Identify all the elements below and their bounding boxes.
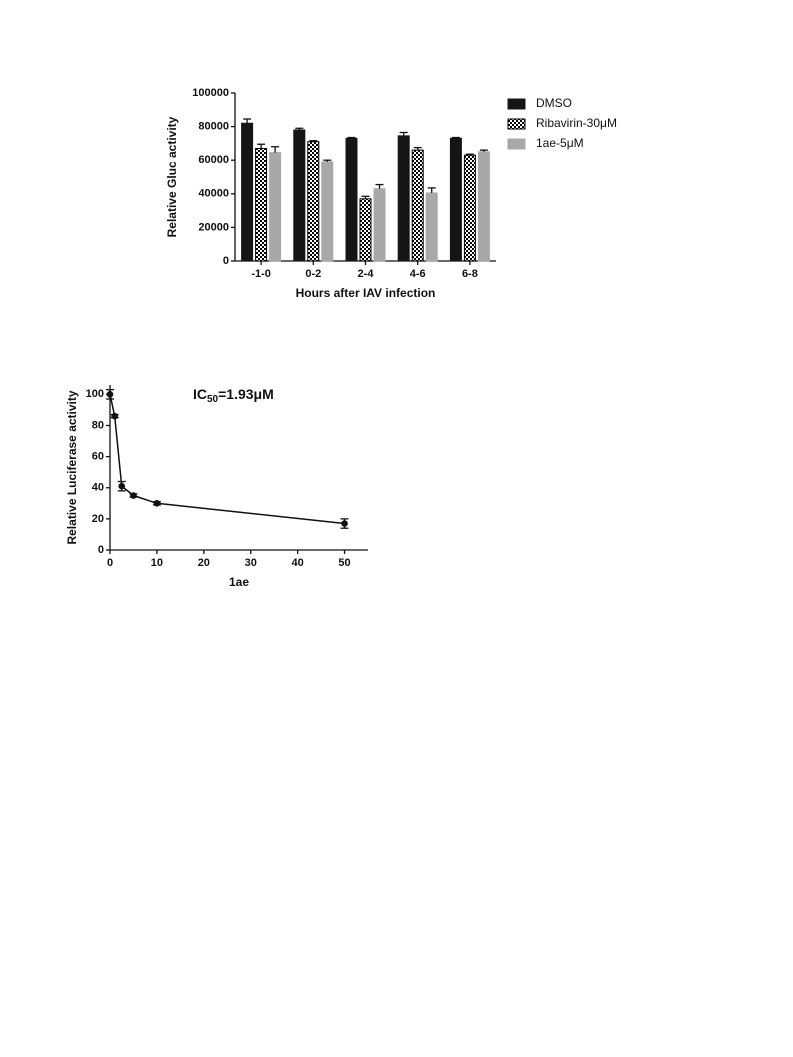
y-tick-label: 40 [92,482,104,494]
error-bar [271,146,280,153]
y-tick-label: 60000 [198,154,229,166]
error-bar [361,195,370,199]
bar [293,129,306,262]
x-axis-label: 1ae [229,575,249,589]
bar [321,161,334,262]
error-bar [465,153,474,156]
y-tick-label: 20000 [198,221,229,233]
point [106,391,114,398]
error-bar [375,183,384,189]
legend-swatch [507,118,526,130]
error-bar [427,187,436,193]
point [130,492,137,499]
point [153,500,161,507]
x-axis-label: Hours after IAV infection [296,286,436,300]
point [111,412,118,420]
error-bar [243,118,252,124]
annotation-subscript: 50 [207,394,219,405]
legend-label: DMSO [536,96,572,110]
bar [307,141,320,262]
x-tick-label: 10 [151,557,163,569]
x-tick-label: 0-2 [305,268,321,280]
bar [241,122,254,262]
y-tick-label: 60 [92,451,104,463]
x-tick-label: 2-4 [358,268,375,280]
bar [345,137,358,262]
error-bar [479,149,488,152]
y-tick-label: 80000 [198,121,229,133]
error-bar [413,146,422,151]
bar [411,149,424,262]
x-tick-label: 30 [245,557,257,569]
x-tick-label: 6-8 [462,268,478,280]
y-tick-label: 0 [223,255,229,267]
y-tick-label: 80 [92,419,104,431]
y-tick-label: 100 [86,388,104,400]
legend-label: Ribavirin-30μM [536,116,617,130]
x-tick-label: -1-0 [251,268,271,280]
y-tick-label: 100000 [192,87,229,99]
error-bar [295,127,304,130]
annotation: IC50=1.93μM [193,386,274,405]
legend-swatch [507,138,526,150]
bar [373,188,386,262]
legend-swatch [507,98,526,110]
bar [463,154,476,262]
bar [449,137,462,262]
y-axis-label: Relative Gluc activity [165,116,179,237]
x-tick-label: 4-6 [410,268,426,280]
point [341,520,348,527]
x-tick-label: 20 [198,557,210,569]
bar [359,198,372,262]
bar [477,151,490,262]
bar [397,135,410,262]
x-tick-label: 40 [292,557,304,569]
y-tick-label: 20 [92,513,104,525]
bar [255,147,268,262]
annotation-text: IC [193,386,207,402]
point [118,482,126,490]
error-bar [347,136,356,139]
error-bar [399,131,408,136]
y-axis-label: Relative Luciferase activity [65,390,79,544]
bar [425,192,438,262]
error-bar [323,159,332,162]
error-bar [309,140,318,142]
annotation-suffix: =1.93μM [218,386,274,402]
x-tick-label: 0 [107,557,113,569]
x-tick-label: 50 [338,557,350,569]
error-bar [451,136,460,139]
error-bar [257,143,266,149]
y-tick-label: 0 [98,544,104,556]
line [109,394,345,525]
bar [269,152,282,262]
legend-label: 1ae-5μM [536,136,584,150]
y-tick-label: 40000 [198,188,229,200]
